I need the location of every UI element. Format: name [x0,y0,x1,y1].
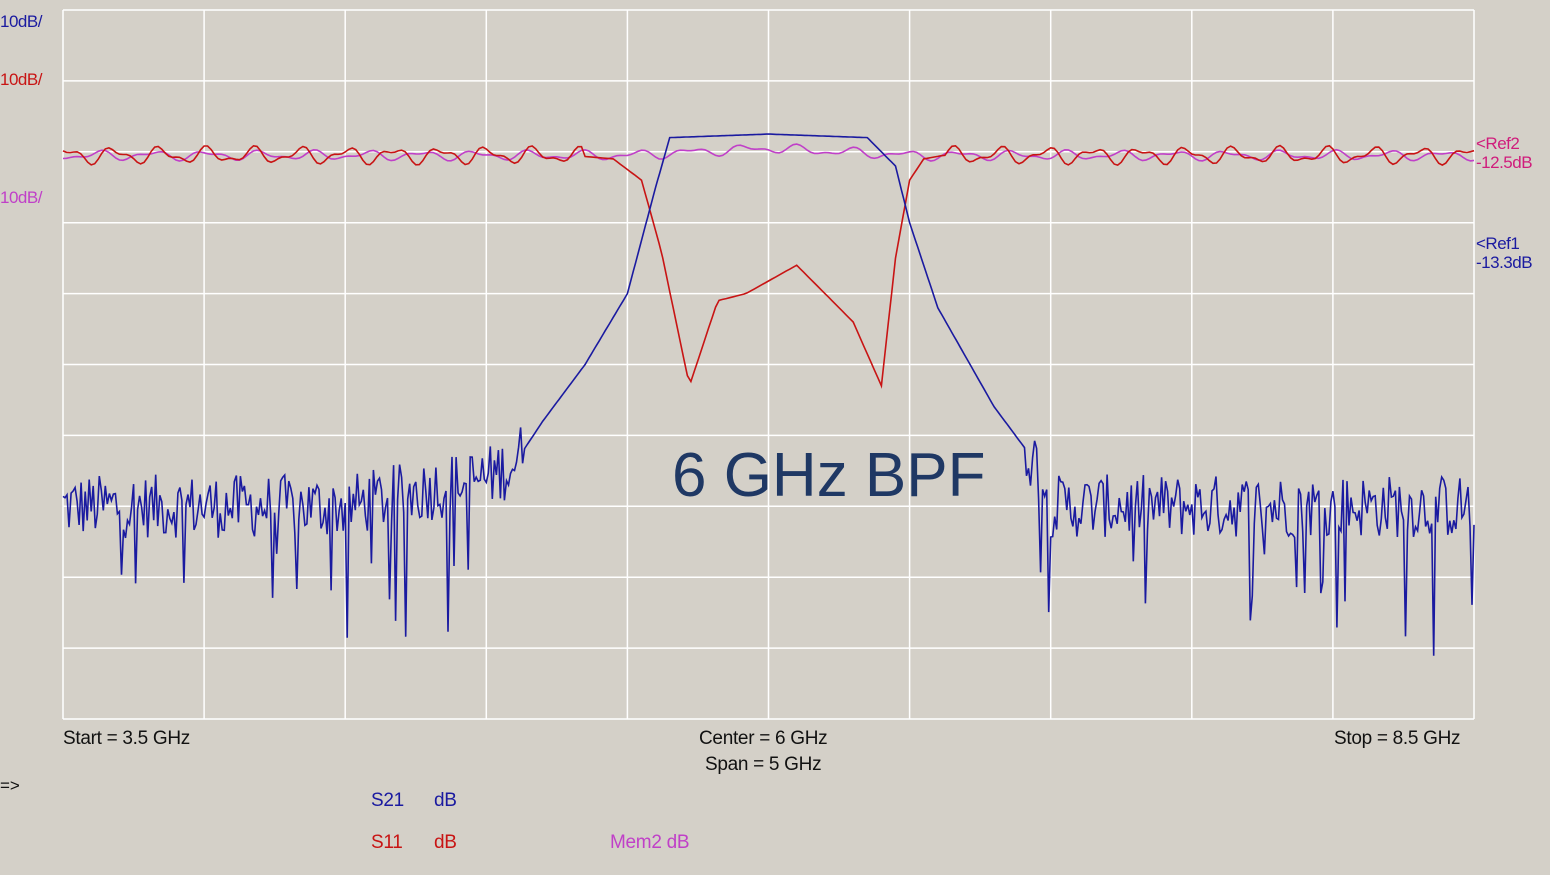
ref1-arrow: <Ref1 [1476,234,1520,253]
trace-s21 [62,133,1475,656]
ref1-value: -13.3dB [1476,253,1533,272]
legend-s21-name: S21 [371,790,404,811]
stop-frequency-label: Stop = 8.5 GHz [1334,728,1461,749]
trace-mem2 [62,143,1475,162]
legend-mem2-name: Mem2 dB [610,832,690,853]
filter-annotation: 6 GHz BPF [672,441,986,510]
plot-grid [62,9,1475,720]
ref2-marker: <Ref2 -12.5dB [1476,134,1533,172]
start-frequency-label: Start = 3.5 GHz [63,728,190,749]
scale-label-s21: 10dB/ [0,12,42,31]
ref2-arrow: <Ref2 [1476,134,1520,153]
legend-s11-unit: dB [434,832,457,853]
command-prompt: => [0,776,20,795]
ref1-marker: <Ref1 -13.3dB [1476,234,1533,272]
span-label: Span = 5 GHz [705,754,822,775]
ref2-value: -12.5dB [1476,153,1533,172]
scale-label-mem2: 10dB/ [0,188,42,207]
center-frequency-label: Center = 6 GHz [699,728,828,749]
trace-area [62,133,1475,656]
legend-s11-name: S11 [371,832,403,853]
scale-label-s11: 10dB/ [0,70,42,89]
trace-s11 [62,144,1475,389]
legend-s21-unit: dB [434,790,457,811]
